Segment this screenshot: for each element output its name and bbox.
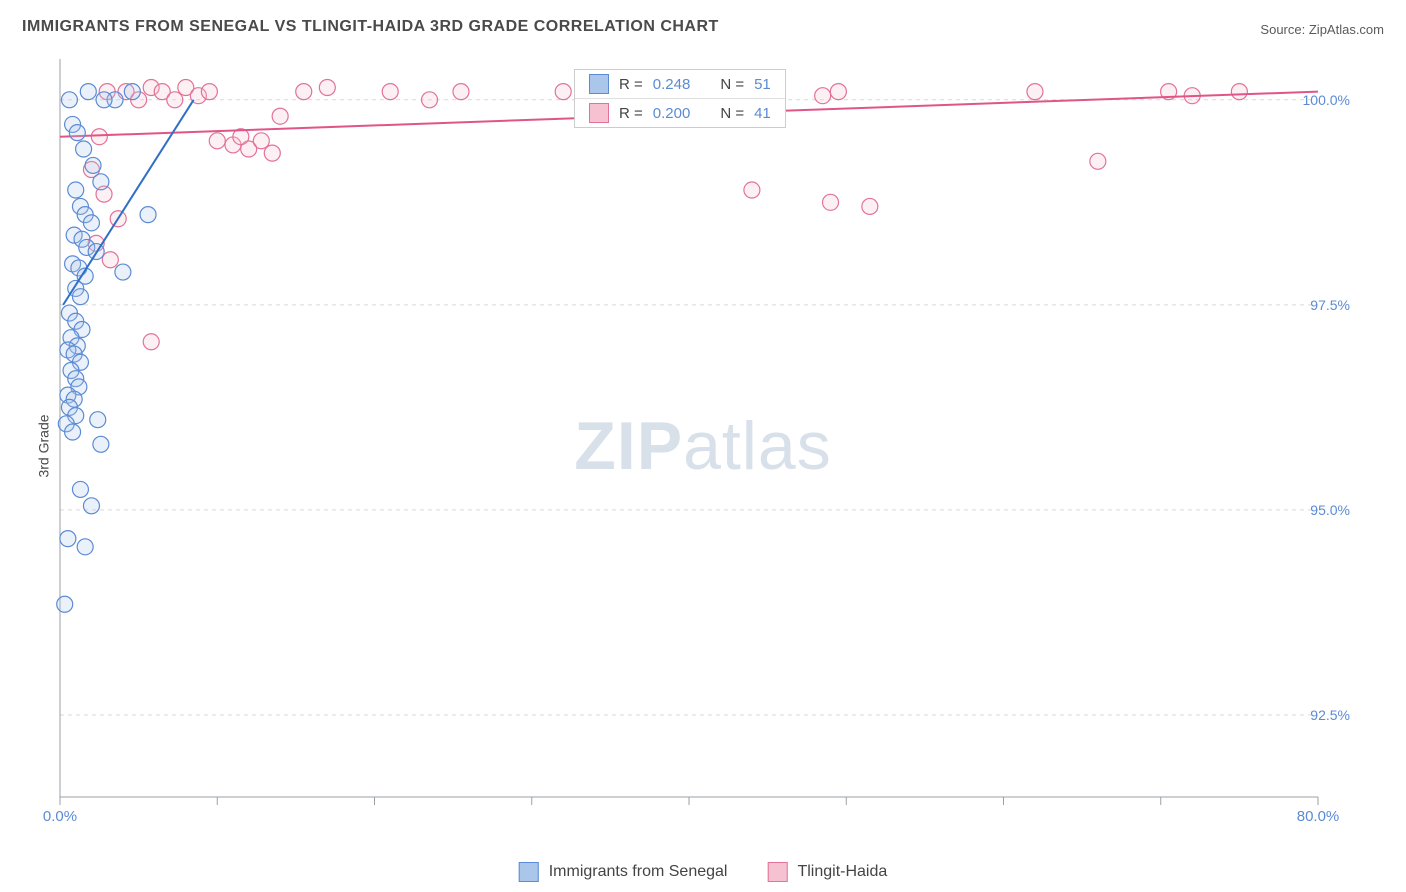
x-tick-label: 0.0% [43,808,77,825]
x-tick-label: 80.0% [1297,808,1340,825]
legend-row-tlingit: R = 0.200 N = 41 [575,98,785,127]
y-tick-label: 100.0% [1303,92,1350,108]
r-label: R = [619,105,643,122]
legend-item-tlingit: Tlingit-Haida [767,862,887,882]
swatch-senegal [589,74,609,94]
y-tick-label: 97.5% [1310,297,1350,313]
chart-svg [48,55,1364,815]
correlation-legend: R = 0.248 N = 51 R = 0.200 N = 41 [574,69,786,128]
swatch-tlingit [767,862,787,882]
r-value-tlingit: 0.200 [653,105,691,122]
n-value-tlingit: 41 [754,105,771,122]
series-label: Tlingit-Haida [797,863,887,881]
r-value-senegal: 0.248 [653,76,691,93]
series-label: Immigrants from Senegal [549,863,728,881]
chart-title: IMMIGRANTS FROM SENEGAL VS TLINGIT-HAIDA… [22,18,719,36]
y-tick-label: 92.5% [1310,707,1350,723]
source-attribution: Source: ZipAtlas.com [1260,22,1384,37]
n-label: N = [720,105,744,122]
source-label: Source: [1260,22,1305,37]
y-tick-label: 95.0% [1310,502,1350,518]
plot-area: 92.5%95.0%97.5%100.0%0.0%80.0% [48,55,1364,815]
r-label: R = [619,76,643,93]
swatch-senegal [519,862,539,882]
source-value: ZipAtlas.com [1309,22,1384,37]
legend-item-senegal: Immigrants from Senegal [519,862,728,882]
legend-row-senegal: R = 0.248 N = 51 [575,70,785,98]
series-legend: Immigrants from Senegal Tlingit-Haida [519,862,888,882]
n-label: N = [720,76,744,93]
swatch-tlingit [589,103,609,123]
n-value-senegal: 51 [754,76,771,93]
